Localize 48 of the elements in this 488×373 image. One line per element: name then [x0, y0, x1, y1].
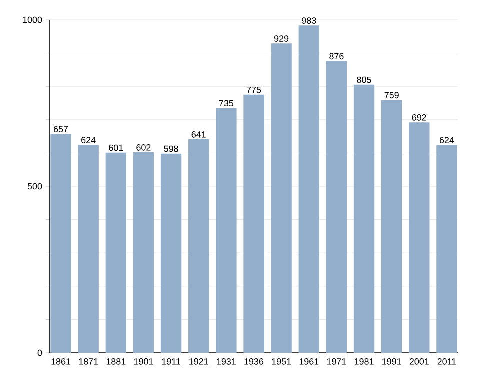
- x-tick-label: 2011: [438, 358, 456, 365]
- x-tick-label: 1931: [217, 358, 236, 365]
- bar: [106, 152, 126, 353]
- bar: [244, 94, 264, 353]
- y-tick-label: 1000: [23, 16, 42, 24]
- data-label: 805: [357, 76, 372, 84]
- y-tick-label: 500: [28, 183, 42, 190]
- bar: [298, 26, 320, 353]
- x-tick-label: 2001: [410, 358, 429, 365]
- x-tick-label: 1901: [134, 358, 154, 365]
- x-tick-label: 1861: [52, 358, 71, 365]
- data-label: 759: [384, 92, 399, 99]
- data-label: 692: [412, 114, 426, 121]
- x-tick-label: 1951: [272, 358, 292, 365]
- x-tick-label: 1921: [190, 358, 208, 365]
- x-tick-label: 1881: [106, 358, 126, 365]
- data-label: 876: [330, 53, 344, 60]
- bar: [382, 100, 402, 353]
- data-label: 657: [54, 126, 68, 133]
- bar: [188, 140, 210, 353]
- data-label: 929: [274, 36, 289, 42]
- data-label: 983: [302, 18, 316, 24]
- bar: [271, 44, 292, 353]
- data-label: 624: [82, 137, 96, 144]
- x-tick-label: 1981: [354, 358, 374, 365]
- bar: [50, 134, 72, 353]
- data-label: 601: [109, 144, 124, 152]
- x-tick-label: 1936: [244, 358, 264, 365]
- bar: [354, 84, 375, 353]
- data-label: 624: [440, 137, 454, 144]
- x-tick-label: 1911: [162, 358, 180, 365]
- bar: [160, 154, 182, 353]
- x-tick-label: 1961: [300, 358, 319, 365]
- bar: [78, 145, 99, 353]
- data-label: 641: [192, 131, 206, 138]
- x-tick-label: 1871: [79, 358, 98, 365]
- bar: [409, 122, 430, 353]
- bar: [326, 61, 348, 353]
- bar: [436, 145, 458, 353]
- data-label: 735: [219, 100, 234, 107]
- y-tick-label: 0: [38, 350, 42, 356]
- data-label: 775: [246, 86, 262, 94]
- bar: [133, 152, 154, 353]
- data-label: 602: [136, 144, 151, 151]
- bar: [216, 108, 237, 353]
- x-tick-label: 1991: [382, 358, 402, 365]
- x-tick-label: 1971: [327, 358, 346, 365]
- data-label: 598: [164, 146, 178, 152]
